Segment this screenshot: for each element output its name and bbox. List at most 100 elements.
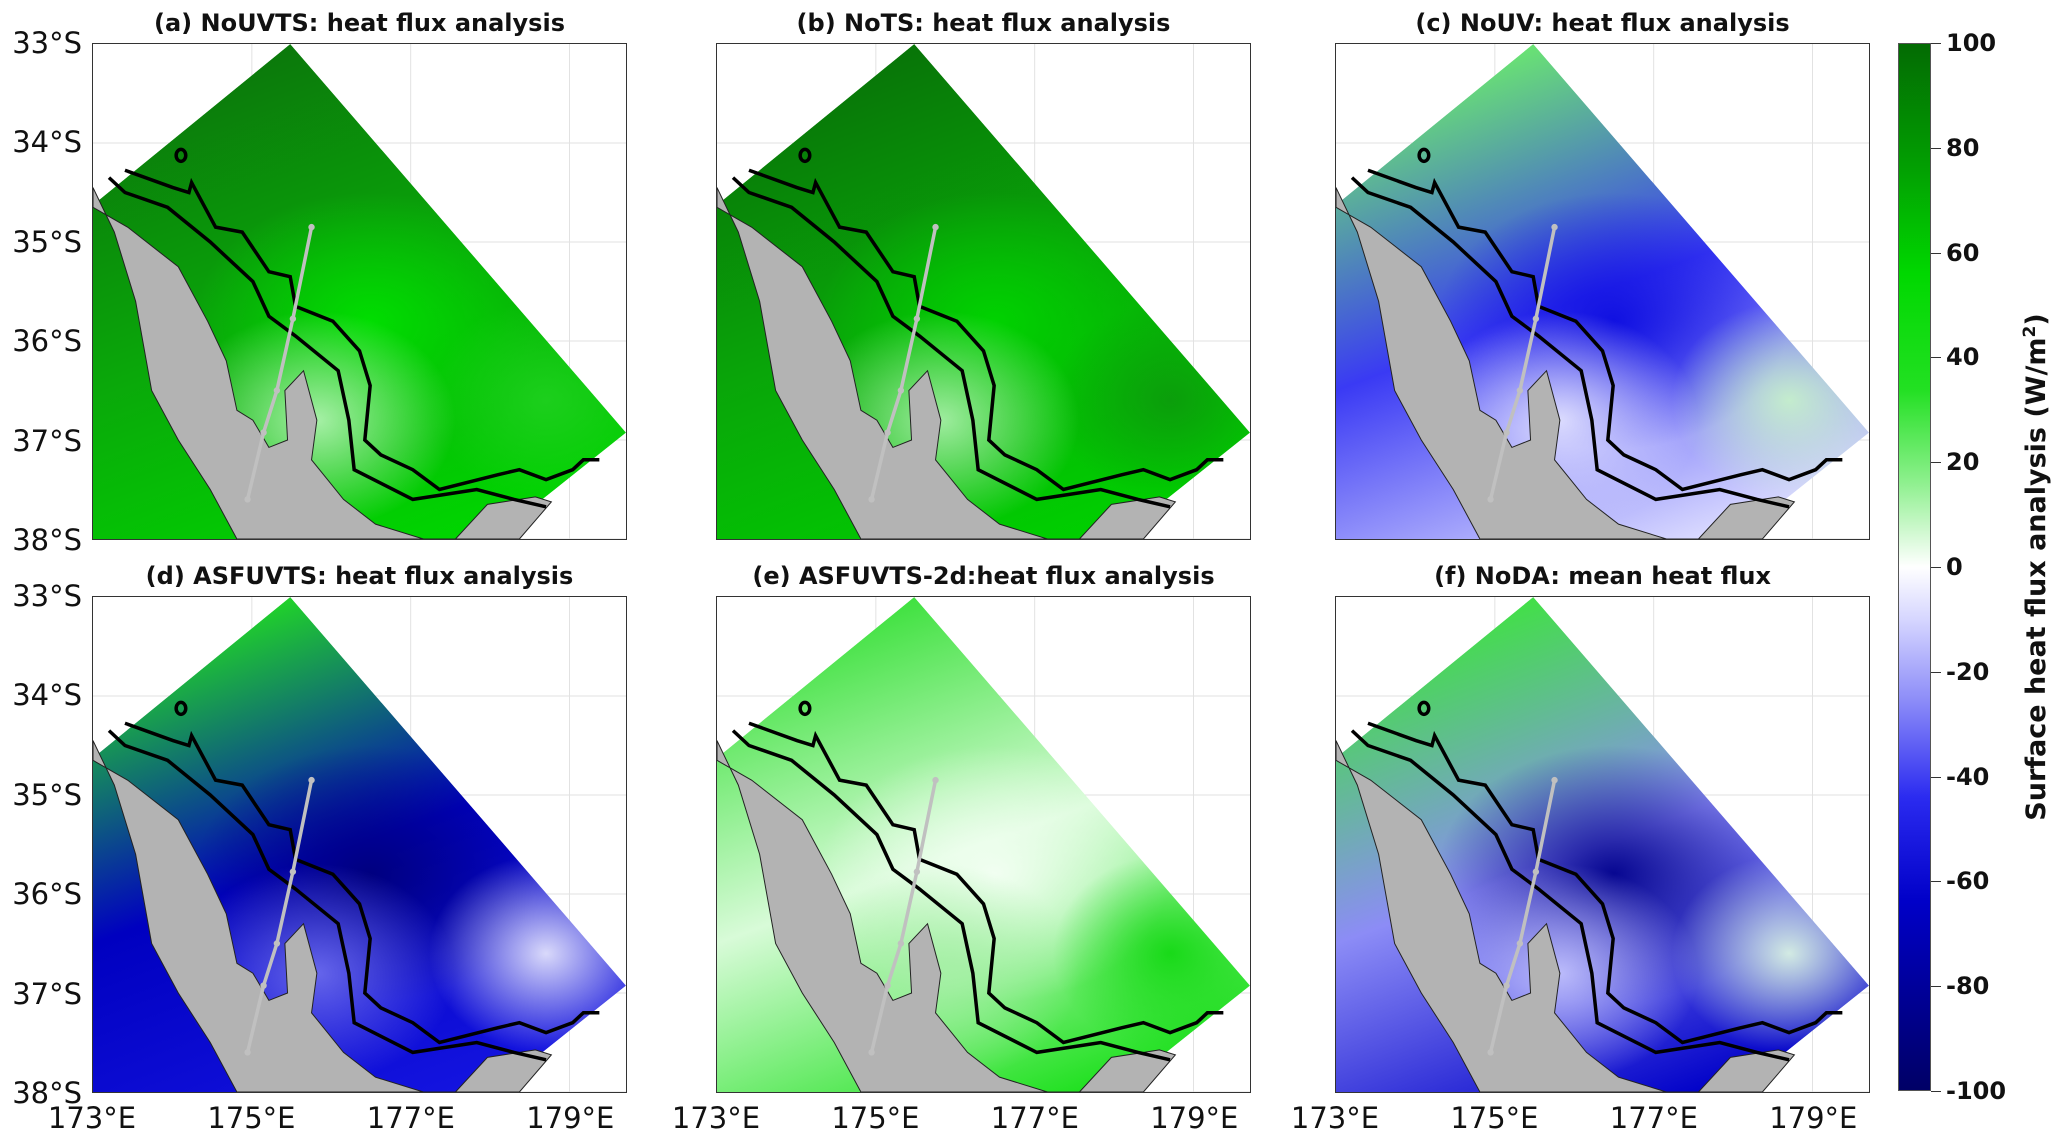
isobath-contour (176, 149, 186, 161)
x-tick-label: 175°E (831, 1101, 920, 1135)
y-tick-label: 33°S (12, 579, 82, 613)
transect-station (1487, 496, 1494, 503)
colorbar-tick-label: 100 (1946, 29, 1997, 57)
map-panel-a: (a) NoUVTS: heat flux analysis 33°S 34°S 3… (12, 9, 627, 557)
heat-flux-field (717, 44, 1250, 539)
isobath-contour (1419, 149, 1429, 161)
isobath-contour (125, 170, 599, 489)
isobath-contour (109, 178, 546, 507)
land-mass (1336, 188, 1794, 539)
isobath-contour (749, 723, 1223, 1042)
y-tick-label: 35°S (12, 777, 82, 812)
x-tick-label: 179°E (1769, 1101, 1858, 1135)
map-panel-b: (b) NoTS: heat flux analysis (716, 9, 1251, 540)
map-axes (92, 43, 627, 540)
transect-station (932, 223, 939, 231)
land-mass (717, 188, 1175, 539)
colorbar (1898, 43, 1931, 1091)
isobath-contour (1368, 170, 1842, 489)
x-tick-label: 175°E (207, 1101, 296, 1135)
y-tick-label: 33°S (12, 26, 82, 60)
colorbar-tick-label: -60 (1946, 867, 1990, 896)
transect-station (1551, 776, 1558, 784)
transect-station (1503, 429, 1510, 436)
colorbar-tick-label: 20 (1946, 448, 1980, 477)
map-panel-f: (f) NoDA: mean heat flux 173°E 175°E 177°E… (1291, 562, 1870, 1135)
colorbar-label-text: Surface heat flux analysis (W/m (2021, 337, 2052, 821)
transect-station (289, 315, 297, 322)
transect-station (308, 223, 315, 231)
y-tick-label: 38°S (12, 1076, 82, 1110)
isobath-contour (749, 170, 1223, 489)
transect-station (273, 940, 281, 947)
y-tick-label: 37°S (12, 976, 82, 1011)
x-tick-label: 173°E (47, 1101, 137, 1135)
colorbar-tick-label: -80 (1946, 972, 1990, 1001)
map-axes (716, 596, 1251, 1093)
isobath-contour (176, 702, 186, 714)
colorbar-tick (1931, 1091, 1941, 1092)
colorbar-tick (1931, 462, 1941, 464)
panel-title: (b) NoTS: heat flux analysis (796, 9, 1171, 37)
map-panel-d: (d) ASFUVTS: heat flux analysis 33°S 34°S… (12, 562, 627, 1135)
land-mass (717, 741, 1175, 1092)
colorbar-tick (1931, 671, 1941, 673)
x-tick-label: 179°E (526, 1101, 615, 1135)
transect-station (1487, 1049, 1494, 1056)
transect-station (884, 429, 891, 436)
transect-station (897, 940, 905, 947)
transect-station (913, 868, 921, 875)
y-tick-label: 36°S (12, 877, 82, 912)
land-mass (93, 741, 551, 1092)
y-tick-label: 36°S (12, 324, 82, 359)
x-tick-label: 179°E (1150, 1101, 1239, 1135)
colorbar-tick-label: 40 (1946, 343, 1980, 372)
y-tick-label: 37°S (12, 423, 82, 458)
transect-station (260, 982, 267, 989)
isobath-contour (733, 178, 1170, 507)
colorbar-tick (1931, 986, 1941, 988)
colorbar-tick-label: -40 (1946, 762, 1990, 791)
x-tick-label: 173°E (1290, 1101, 1380, 1135)
colorbar-tick (1931, 357, 1941, 359)
colorbar-tick (1931, 567, 1941, 568)
transect-station (244, 1049, 251, 1056)
land-mass (93, 188, 551, 539)
transect-station (273, 387, 281, 394)
colorbar-tick-label: 60 (1946, 238, 1980, 267)
y-tick-label: 34°S (12, 678, 82, 713)
x-tick-label: 177°E (1609, 1101, 1698, 1135)
transect-station (1532, 315, 1540, 322)
colorbar-tick-label: 0 (1946, 553, 1963, 581)
isobath-contour (125, 723, 599, 1042)
x-tick-label: 177°E (990, 1101, 1079, 1135)
isobath-contour (1352, 731, 1789, 1060)
transect-station (897, 387, 905, 394)
transect-station (1551, 223, 1558, 231)
colorbar-tick-label: -100 (1946, 1077, 2007, 1105)
map-panel-c: (c) NoUV: heat flux analysis (1335, 9, 1870, 540)
colorbar-tick (1931, 147, 1941, 149)
colorbar-tick (1931, 252, 1941, 254)
map-axes (716, 43, 1251, 540)
transect-station (1516, 387, 1524, 394)
map-axes (1335, 43, 1870, 540)
transect-station (244, 496, 251, 503)
isobath-contour (1419, 702, 1429, 714)
transect-station (884, 982, 891, 989)
isobath-contour (1368, 723, 1842, 1042)
colorbar-tick (1931, 776, 1941, 778)
isobath-contour (109, 731, 546, 1060)
colorbar-tick (1931, 881, 1941, 883)
y-tick-label: 35°S (12, 224, 82, 259)
y-tick-label: 38°S (12, 523, 82, 557)
y-tick-label: 34°S (12, 125, 82, 160)
colorbar-tick-label: -20 (1946, 657, 1990, 686)
isobath-contour (1352, 178, 1789, 507)
panel-title: (c) NoUV: heat flux analysis (1415, 9, 1790, 37)
transect-station (932, 776, 939, 784)
isobath-contour (733, 731, 1170, 1060)
transect-station (1516, 940, 1524, 947)
transect-station (308, 776, 315, 784)
panel-title: (a) NoUVTS: heat flux analysis (154, 9, 565, 37)
